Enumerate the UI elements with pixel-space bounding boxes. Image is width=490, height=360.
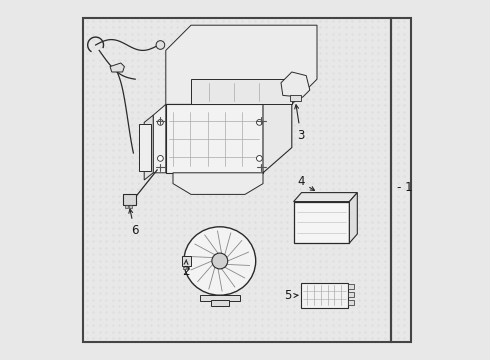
Circle shape (212, 253, 228, 269)
Polygon shape (263, 79, 292, 173)
Bar (347, 284, 354, 289)
Polygon shape (166, 104, 263, 173)
Polygon shape (144, 115, 153, 180)
Polygon shape (173, 173, 263, 194)
Circle shape (156, 41, 165, 49)
Circle shape (257, 120, 262, 125)
Polygon shape (349, 193, 357, 243)
Bar (187, 266, 189, 269)
Bar (182, 256, 191, 266)
Bar (83, 18, 391, 342)
Bar (347, 292, 354, 297)
Text: 4: 4 (297, 175, 315, 190)
Circle shape (257, 156, 262, 161)
Bar (301, 283, 347, 308)
Bar (139, 124, 151, 171)
Polygon shape (166, 25, 317, 104)
Bar (129, 205, 132, 208)
Circle shape (157, 156, 163, 161)
Bar (391, 18, 411, 342)
Polygon shape (110, 63, 124, 72)
Polygon shape (191, 79, 292, 104)
Bar (294, 202, 349, 243)
Bar (183, 266, 186, 269)
Ellipse shape (184, 227, 256, 295)
Polygon shape (153, 104, 166, 173)
Text: 5: 5 (285, 289, 298, 302)
Bar (211, 300, 229, 306)
Text: - 1: - 1 (397, 181, 413, 194)
Circle shape (157, 120, 163, 125)
Polygon shape (294, 193, 357, 202)
Text: 3: 3 (294, 105, 304, 141)
Polygon shape (290, 95, 301, 101)
Bar (347, 300, 354, 305)
Text: 2: 2 (182, 260, 189, 278)
Bar (125, 205, 127, 208)
Polygon shape (281, 72, 310, 97)
Bar (200, 295, 240, 301)
Text: 6: 6 (129, 209, 138, 237)
Bar (122, 194, 136, 205)
